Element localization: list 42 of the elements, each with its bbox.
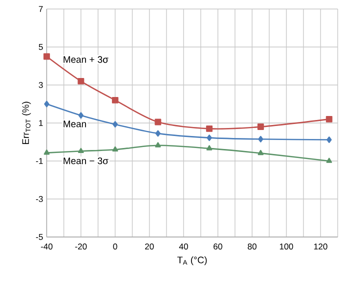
point bbox=[155, 142, 161, 148]
series-label: Mean + 3σ bbox=[64, 56, 108, 63]
x-tick-label: 120 bbox=[314, 244, 328, 250]
point bbox=[78, 78, 84, 84]
point bbox=[206, 145, 212, 150]
series-label: Mean − 3σ bbox=[64, 157, 108, 164]
series-label: Mean bbox=[64, 120, 86, 128]
point bbox=[257, 124, 264, 130]
point bbox=[258, 150, 264, 156]
x-tick-label: 0 bbox=[113, 244, 118, 250]
y-tick-label: -1 bbox=[36, 158, 43, 164]
point bbox=[258, 136, 264, 142]
y-tick-label: 1 bbox=[39, 120, 43, 126]
x-tick-label: -40 bbox=[40, 244, 52, 250]
y-tick-label: 7 bbox=[38, 6, 43, 12]
point bbox=[44, 100, 50, 108]
x-tick-label: 20 bbox=[145, 244, 154, 250]
y-tick-label: 3 bbox=[38, 82, 43, 88]
x-tick-label: 80 bbox=[248, 244, 256, 250]
y-axis-title: Err$_{TOT}$ (%) bbox=[22, 102, 31, 144]
point bbox=[43, 53, 50, 60]
x-tick-label: 100 bbox=[280, 244, 294, 250]
point bbox=[326, 136, 332, 143]
point bbox=[206, 134, 212, 142]
point bbox=[155, 130, 161, 137]
y-tick-label: -5 bbox=[36, 234, 43, 240]
point bbox=[78, 112, 84, 119]
x-axis-title: T$_{A}$ (°C) bbox=[177, 256, 207, 266]
point bbox=[154, 118, 162, 126]
point bbox=[78, 148, 84, 154]
point bbox=[112, 96, 118, 104]
point bbox=[206, 125, 213, 132]
point bbox=[326, 158, 332, 163]
point bbox=[112, 146, 118, 152]
y-tick-label: 5 bbox=[38, 44, 43, 50]
point bbox=[112, 121, 118, 128]
point bbox=[326, 116, 332, 122]
x-tick-label: -20 bbox=[75, 244, 87, 250]
point bbox=[44, 150, 50, 155]
x-tick-label: 60 bbox=[214, 244, 222, 250]
x-tick-label: 40 bbox=[179, 244, 188, 250]
y-tick-label: -3 bbox=[36, 196, 43, 202]
